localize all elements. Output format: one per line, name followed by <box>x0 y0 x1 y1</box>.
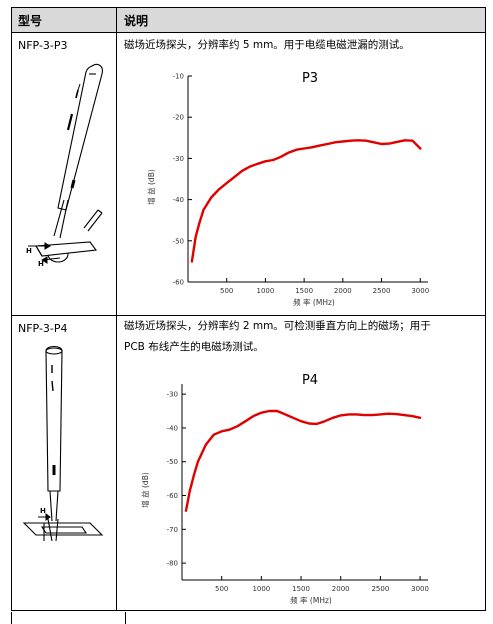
x-tick-label: 3000 <box>411 287 429 295</box>
y-tick-label: -80 <box>167 560 178 568</box>
model-p4: NFP-3-P4 <box>18 322 68 335</box>
y-tick-label: -20 <box>173 114 184 122</box>
desc-p4-line1: 磁场近场探头，分辨率约 2 mm。可检测垂直方向上的磁场；用于 <box>124 320 431 332</box>
page-edge-mark <box>11 612 12 624</box>
y-tick-label: -50 <box>173 237 184 245</box>
x-axis-label: 频 率 (MHz) <box>290 595 332 605</box>
y-tick-label: -40 <box>167 424 178 432</box>
series-line-gain <box>184 409 422 512</box>
model-p3: NFP-3-P3 <box>18 39 68 52</box>
y-tick-label: -70 <box>167 526 178 534</box>
y-axis-label: 增 益 (dB) <box>140 472 150 508</box>
y-tick-label: -60 <box>167 492 178 500</box>
field-label-h-1: H <box>26 247 32 255</box>
y-tick-label: -30 <box>167 391 178 399</box>
x-tick-label: 500 <box>215 585 228 593</box>
x-tick-label: 1000 <box>257 287 275 295</box>
probe-p3-illustration: H H <box>26 63 103 268</box>
series-line-gain <box>190 139 422 263</box>
x-tick-label: 2500 <box>373 287 391 295</box>
chart-title: P4 <box>302 373 318 388</box>
y-tick-label: -10 <box>173 73 184 81</box>
page-edge-mark <box>125 612 126 624</box>
y-tick-label: -60 <box>173 279 184 287</box>
field-label-h: H <box>40 507 46 515</box>
field-label-h-2: H <box>38 260 44 268</box>
chart-p4: P4 增 益 (dB) 频 率 (MHz) -30 -40 -50 -60 -70 -80… <box>140 373 429 605</box>
x-tick-label: 3000 <box>411 585 429 593</box>
y-tick-label: -30 <box>173 155 184 163</box>
chart-title: P3 <box>302 71 318 86</box>
x-tick-label: 1500 <box>292 585 310 593</box>
probe-p4-illustration: H <box>22 345 104 542</box>
x-tick-label: 500 <box>220 287 233 295</box>
header-model: 型号 <box>18 14 43 28</box>
x-tick-label: 2500 <box>371 585 389 593</box>
x-tick-label: 2000 <box>332 585 350 593</box>
y-tick-label: -50 <box>167 458 178 466</box>
y-tick-label: -40 <box>173 196 184 204</box>
chart-p3: P3 增 益 (dB) 频 率 (MHz) -10 -20 -30 -40 -50 -60… <box>146 71 429 307</box>
x-tick-label: 1000 <box>252 585 270 593</box>
y-axis-label: 增 益 (dB) <box>146 169 156 205</box>
desc-p3: 磁场近场探头，分辨率约 5 mm。用于电缆电磁泄漏的测试。 <box>124 39 410 51</box>
desc-p4-line2: PCB 布线产生的电磁场测试。 <box>124 341 264 353</box>
table-header: 型号 说明 <box>12 8 485 33</box>
x-tick-label: 1500 <box>295 287 313 295</box>
x-tick-label: 2000 <box>334 287 352 295</box>
column-divider <box>116 8 117 610</box>
x-axis-label: 频 率 (MHz) <box>293 297 335 307</box>
row-divider <box>12 315 485 316</box>
spec-table: 型号 说明 NFP-3-P3 磁场近场探头，分辨率约 5 mm。用于电缆电磁泄漏… <box>11 7 486 611</box>
header-description: 说明 <box>124 14 149 28</box>
